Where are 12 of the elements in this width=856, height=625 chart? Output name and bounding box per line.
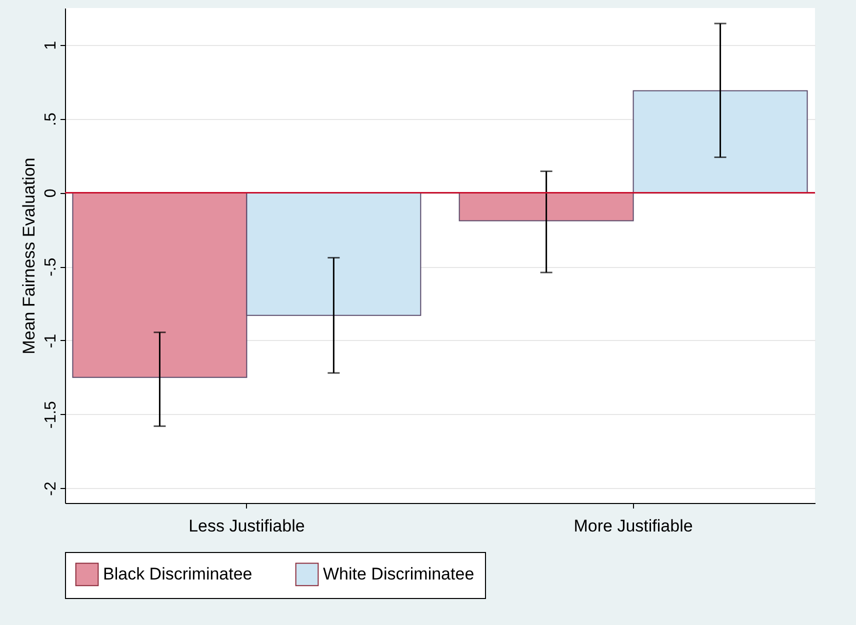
y-tick-label: -.5 — [42, 258, 60, 276]
legend-label: Black Discriminatee — [103, 564, 252, 584]
legend-label: White Discriminatee — [323, 564, 474, 584]
y-tick-label: 1 — [42, 40, 60, 50]
y-tick-label: -1 — [42, 334, 60, 348]
y-tick-label: -1.5 — [42, 400, 60, 429]
x-tick-label: Less Justifiable — [188, 516, 305, 536]
y-axis-title: Mean Fairness Evaluation — [20, 158, 38, 354]
y-tick-label: 0 — [42, 188, 60, 198]
y-tick-label: .5 — [42, 112, 60, 126]
x-tick-label: More Justifiable — [574, 516, 693, 536]
y-tick-label: -2 — [42, 482, 60, 496]
